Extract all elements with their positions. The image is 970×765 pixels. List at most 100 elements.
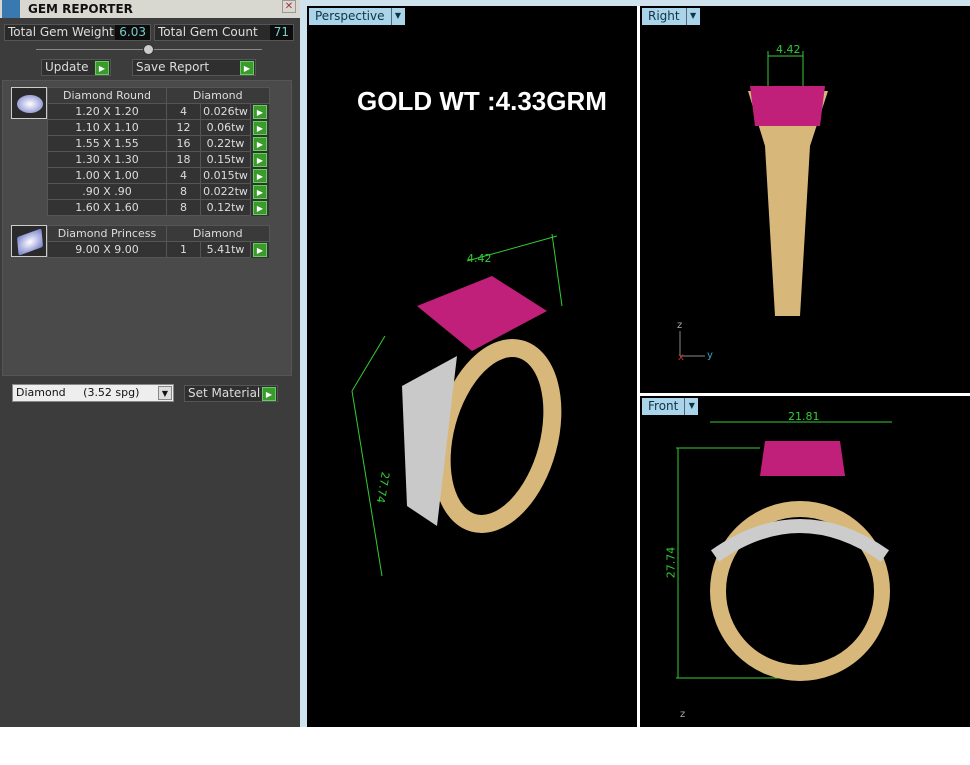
gem-row: 1.20 X 1.20 4 0.026tw ▶ — [47, 103, 269, 120]
gem-count: 4 — [166, 167, 201, 184]
play-icon: ▶ — [253, 242, 267, 257]
gem-row: 1.55 X 1.55 16 0.22tw ▶ — [47, 135, 269, 152]
select-gem-button[interactable]: ▶ — [250, 167, 269, 184]
gem-size: 9.00 X 9.00 — [47, 241, 167, 258]
gem-count: 12 — [166, 119, 201, 136]
gem-count: 18 — [166, 151, 201, 168]
title-bar: GEM REPORTER ✕ — [0, 0, 300, 18]
ring-perspective-render — [351, 233, 563, 577]
dimension-height: 27.74 — [664, 546, 678, 579]
chevron-down-icon: ▼ — [685, 8, 700, 25]
viewport-menu-front[interactable]: Front ▼ — [642, 398, 699, 415]
shape-header: Diamond Princess — [47, 225, 167, 242]
princess-gem-icon — [11, 225, 47, 257]
total-gem-weight: Total Gem Weight 6.03 — [4, 24, 151, 41]
gold-weight-overlay: GOLD WT :4.33GRM — [357, 86, 607, 116]
viewport-menu-right[interactable]: Right ▼ — [642, 8, 700, 25]
gem-size: 1.60 X 1.60 — [47, 199, 167, 216]
gem-row: .90 X .90 8 0.022tw ▶ — [47, 183, 269, 200]
axis-x: x — [678, 352, 684, 363]
gem-size: .90 X .90 — [47, 183, 167, 200]
gem-size: 1.55 X 1.55 — [47, 135, 167, 152]
gem-weight: 0.015tw — [200, 167, 251, 184]
select-gem-button[interactable]: ▶ — [250, 199, 269, 216]
gem-table: Diamond Round Diamond 1.20 X 1.20 4 0.026tw ▶… — [47, 87, 270, 216]
gem-weight: 0.06tw — [200, 119, 251, 136]
gem-list: Diamond Round Diamond 1.20 X 1.20 4 0.026tw ▶… — [2, 80, 292, 376]
play-icon: ▶ — [262, 387, 276, 401]
gem-count: 8 — [166, 199, 201, 216]
select-gem-button[interactable]: ▶ — [250, 151, 269, 168]
ring-front-render — [676, 421, 892, 681]
total-count-label: Total Gem Count — [158, 25, 258, 39]
gem-weight: 0.022tw — [200, 183, 251, 200]
play-icon: ▶ — [253, 120, 267, 135]
top-tabs — [307, 0, 970, 6]
panel-title: GEM REPORTER — [28, 2, 133, 16]
dimension-width: 4.42 — [776, 43, 801, 56]
splitter[interactable] — [300, 0, 307, 727]
gem-count: 16 — [166, 135, 201, 152]
select-gem-button[interactable]: ▶ — [250, 103, 269, 120]
page-background — [0, 727, 970, 765]
ring-right-render — [679, 51, 828, 357]
front-viewport[interactable]: Front ▼ 21.81 27.74 z — [640, 396, 970, 727]
axis-y: y — [707, 350, 713, 361]
update-button[interactable]: Update ▶ — [41, 59, 111, 76]
select-gem-button[interactable]: ▶ — [250, 241, 269, 258]
dimension-width: 4.42 — [467, 252, 492, 265]
select-gem-button[interactable]: ▶ — [250, 135, 269, 152]
chevron-down-icon: ▼ — [158, 386, 172, 400]
total-count-value: 71 — [269, 25, 293, 40]
select-gem-button[interactable]: ▶ — [250, 119, 269, 136]
perspective-viewport[interactable]: Perspective ▼ GOLD WT :4.33GRM 4.42 27.74 — [307, 6, 637, 727]
play-icon: ▶ — [253, 200, 267, 215]
right-viewport[interactable]: Right ▼ 4.42 z x y — [640, 6, 970, 393]
play-icon: ▶ — [240, 61, 254, 75]
set-material-label: Set Material — [188, 386, 261, 400]
collapse-toggle[interactable] — [143, 44, 154, 55]
material-select[interactable]: Diamond (3.52 spg) ▼ — [12, 384, 174, 402]
play-icon: ▶ — [253, 168, 267, 183]
gem-weight: 5.41tw — [200, 241, 251, 258]
gem-size: 1.30 X 1.30 — [47, 151, 167, 168]
chevron-down-icon: ▼ — [684, 398, 698, 415]
axis-z: z — [680, 709, 686, 720]
gem-reporter-panel: GEM REPORTER ✕ Total Gem Weight 6.03 Tota… — [0, 0, 300, 727]
material-header: Diamond — [166, 225, 270, 242]
gem-row: 9.00 X 9.00 1 5.41tw ▶ — [47, 241, 269, 258]
play-icon: ▶ — [253, 184, 267, 199]
viewport-label: Front — [648, 399, 679, 413]
select-gem-button[interactable]: ▶ — [250, 183, 269, 200]
close-icon[interactable]: ✕ — [282, 0, 296, 13]
set-material-button[interactable]: Set Material ▶ — [184, 385, 278, 402]
play-icon: ▶ — [253, 136, 267, 151]
total-gem-count: Total Gem Count 71 — [154, 24, 294, 41]
play-icon: ▶ — [253, 104, 267, 119]
gem-row: 1.60 X 1.60 8 0.12tw ▶ — [47, 199, 269, 216]
save-report-button[interactable]: Save Report ▶ — [132, 59, 256, 76]
gem-count: 4 — [166, 103, 201, 120]
gem-weight: 0.15tw — [200, 151, 251, 168]
update-label: Update — [45, 60, 89, 74]
axis-z: z — [677, 320, 683, 331]
play-icon: ▶ — [95, 61, 109, 75]
viewport-menu-perspective[interactable]: Perspective ▼ — [309, 8, 405, 25]
gem-row: 1.30 X 1.30 18 0.15tw ▶ — [47, 151, 269, 168]
gem-size: 1.10 X 1.10 — [47, 119, 167, 136]
shape-header: Diamond Round — [47, 87, 167, 104]
material-header: Diamond — [166, 87, 270, 104]
gem-size: 1.20 X 1.20 — [47, 103, 167, 120]
gem-table-header: Diamond Princess Diamond — [47, 225, 270, 242]
gem-count: 1 — [166, 241, 201, 258]
dimension-width: 21.81 — [788, 410, 820, 423]
chevron-down-icon: ▼ — [390, 8, 405, 25]
viewport-label: Perspective — [315, 9, 385, 23]
gem-table-header: Diamond Round Diamond — [47, 87, 270, 104]
app-logo-icon — [2, 0, 20, 18]
total-weight-value: 6.03 — [115, 25, 150, 40]
round-gem-icon — [11, 87, 47, 119]
save-report-label: Save Report — [136, 60, 210, 74]
gem-row: 1.10 X 1.10 12 0.06tw ▶ — [47, 119, 269, 136]
gem-size: 1.00 X 1.00 — [47, 167, 167, 184]
